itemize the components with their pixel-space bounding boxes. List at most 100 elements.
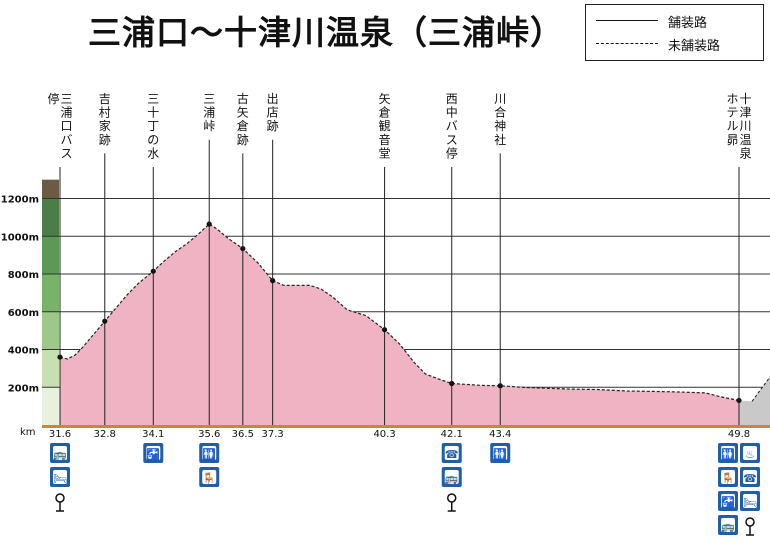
point-name-char: バ: [60, 133, 72, 147]
elevation-scale-band: [42, 274, 59, 312]
icon-glyph: 🚌: [445, 472, 459, 485]
point-name-char: の: [147, 133, 159, 147]
point-name-char: 吉: [99, 92, 111, 106]
point-name-char: 水: [147, 146, 159, 160]
icon-inner: [444, 446, 459, 460]
baseline-bar: [42, 425, 770, 428]
point-name-char: 矢: [237, 106, 249, 120]
icon-glyph: 🚻: [721, 448, 735, 461]
legend-item-paved: 舗装路: [596, 11, 761, 31]
y-tick-label: 200m: [8, 383, 39, 394]
icon-inner: [721, 446, 735, 460]
icon-glyph: 🚰: [146, 448, 160, 461]
icon-inner: [743, 494, 757, 508]
icon-inner: [743, 446, 757, 460]
icon-glyph: 🚻: [202, 448, 216, 461]
legend-label: 舗装路: [668, 16, 708, 31]
point-name-char: 川: [739, 119, 751, 133]
km-label: 37.3: [262, 429, 284, 440]
km-label: 49.8: [728, 429, 750, 440]
signpost-icon: [446, 493, 457, 503]
continuation-area: [739, 376, 770, 425]
icon-inner: [146, 446, 161, 460]
point-name-char: 丁: [147, 119, 159, 133]
legend-dashed-line: [596, 43, 658, 44]
icon-glyph: 🛏: [53, 472, 67, 485]
km-label: 31.6: [49, 429, 71, 440]
point-name-char: 十: [739, 92, 751, 106]
point-name-char: 口: [60, 119, 72, 133]
icon-glyph: 🪑: [721, 472, 735, 485]
icon-inner: [743, 470, 757, 484]
point-name-char: 倉: [379, 105, 391, 120]
point-name-char: 跡: [237, 132, 249, 147]
point-name-char: 社: [494, 132, 506, 147]
point-name-char: バ: [446, 119, 458, 133]
signpost-icon: [55, 493, 65, 503]
elevation-scale-band: [42, 179, 59, 199]
elevation-scale-band: [42, 236, 59, 275]
point-name-char: 泉: [739, 146, 751, 160]
point-name-char: 村: [99, 106, 111, 120]
point-name-char: 跡: [267, 118, 279, 133]
icon-glyph: 🚌: [721, 520, 735, 533]
profile-area: [60, 224, 739, 425]
icon-inner: [53, 470, 67, 484]
point-name-char: 倉: [237, 118, 249, 133]
legend-solid-line: [596, 20, 658, 21]
elevation-scale-band: [42, 349, 59, 388]
icon-glyph: ☎: [445, 448, 459, 461]
icon-glyph: 🚰: [721, 496, 735, 509]
y-tick-label: 600m: [8, 308, 39, 319]
km-label: 43.4: [489, 429, 511, 440]
point-name-char: 合: [494, 105, 506, 120]
elevation-scale-band: [42, 311, 59, 350]
point-name-char: 矢: [379, 92, 391, 106]
y-tick-label: 800m: [8, 270, 39, 281]
profile-line: [59, 223, 740, 402]
point-name-char: 家: [99, 118, 111, 133]
point-name-char: 古: [237, 91, 249, 106]
icon-inner: [721, 470, 735, 484]
km-label: 36.5: [232, 429, 254, 440]
icon-inner: [53, 446, 67, 460]
icon-inner: [444, 470, 459, 484]
x-axis-unit: km: [20, 427, 36, 438]
signpost-icon: [745, 517, 755, 527]
page-title: 三浦口〜十津川温泉（三浦峠）: [88, 13, 564, 52]
km-label: 35.6: [198, 429, 220, 440]
icon-inner: [202, 470, 217, 484]
point-name-char: 西: [446, 92, 458, 106]
point-name-char: 三: [147, 92, 159, 106]
point-name-char: 停: [446, 145, 458, 160]
point-name-char: 音: [379, 132, 391, 147]
elevation-scale-band: [42, 198, 59, 237]
point-name-char: ス: [60, 146, 72, 160]
point-name-char: 停: [47, 91, 59, 106]
km-label: 34.1: [142, 429, 164, 440]
point-name-char: 温: [739, 133, 751, 147]
point-name-char: 昴: [726, 133, 738, 147]
icon-inner: [493, 446, 508, 460]
point-name-char: 浦: [60, 106, 72, 120]
point-name-char: 峠: [203, 118, 215, 133]
legend-item-unpaved: 未舗装路: [596, 34, 761, 54]
point-name-char: ス: [446, 133, 458, 147]
y-tick-label: 400m: [8, 346, 39, 357]
icon-glyph: ♨: [745, 448, 755, 461]
point-name-char: ル: [726, 119, 738, 133]
icon-glyph: ☎: [743, 472, 757, 485]
point-name-char: 跡: [99, 132, 111, 147]
point-name-char: 津: [739, 106, 751, 120]
point-name-char: 観: [379, 119, 391, 133]
point-name-char: 十: [147, 106, 159, 120]
continuation-line: [751, 376, 770, 402]
point-name-char: 三: [203, 92, 215, 106]
point-name-char: 川: [494, 92, 506, 106]
icon-inner: [202, 446, 217, 460]
km-label: 32.8: [94, 429, 116, 440]
point-name-char: 浦: [203, 106, 215, 120]
icon-glyph: 🪑: [202, 472, 216, 485]
point-name-char: 三: [60, 92, 72, 106]
legend: 舗装路 未舗装路: [585, 4, 764, 61]
